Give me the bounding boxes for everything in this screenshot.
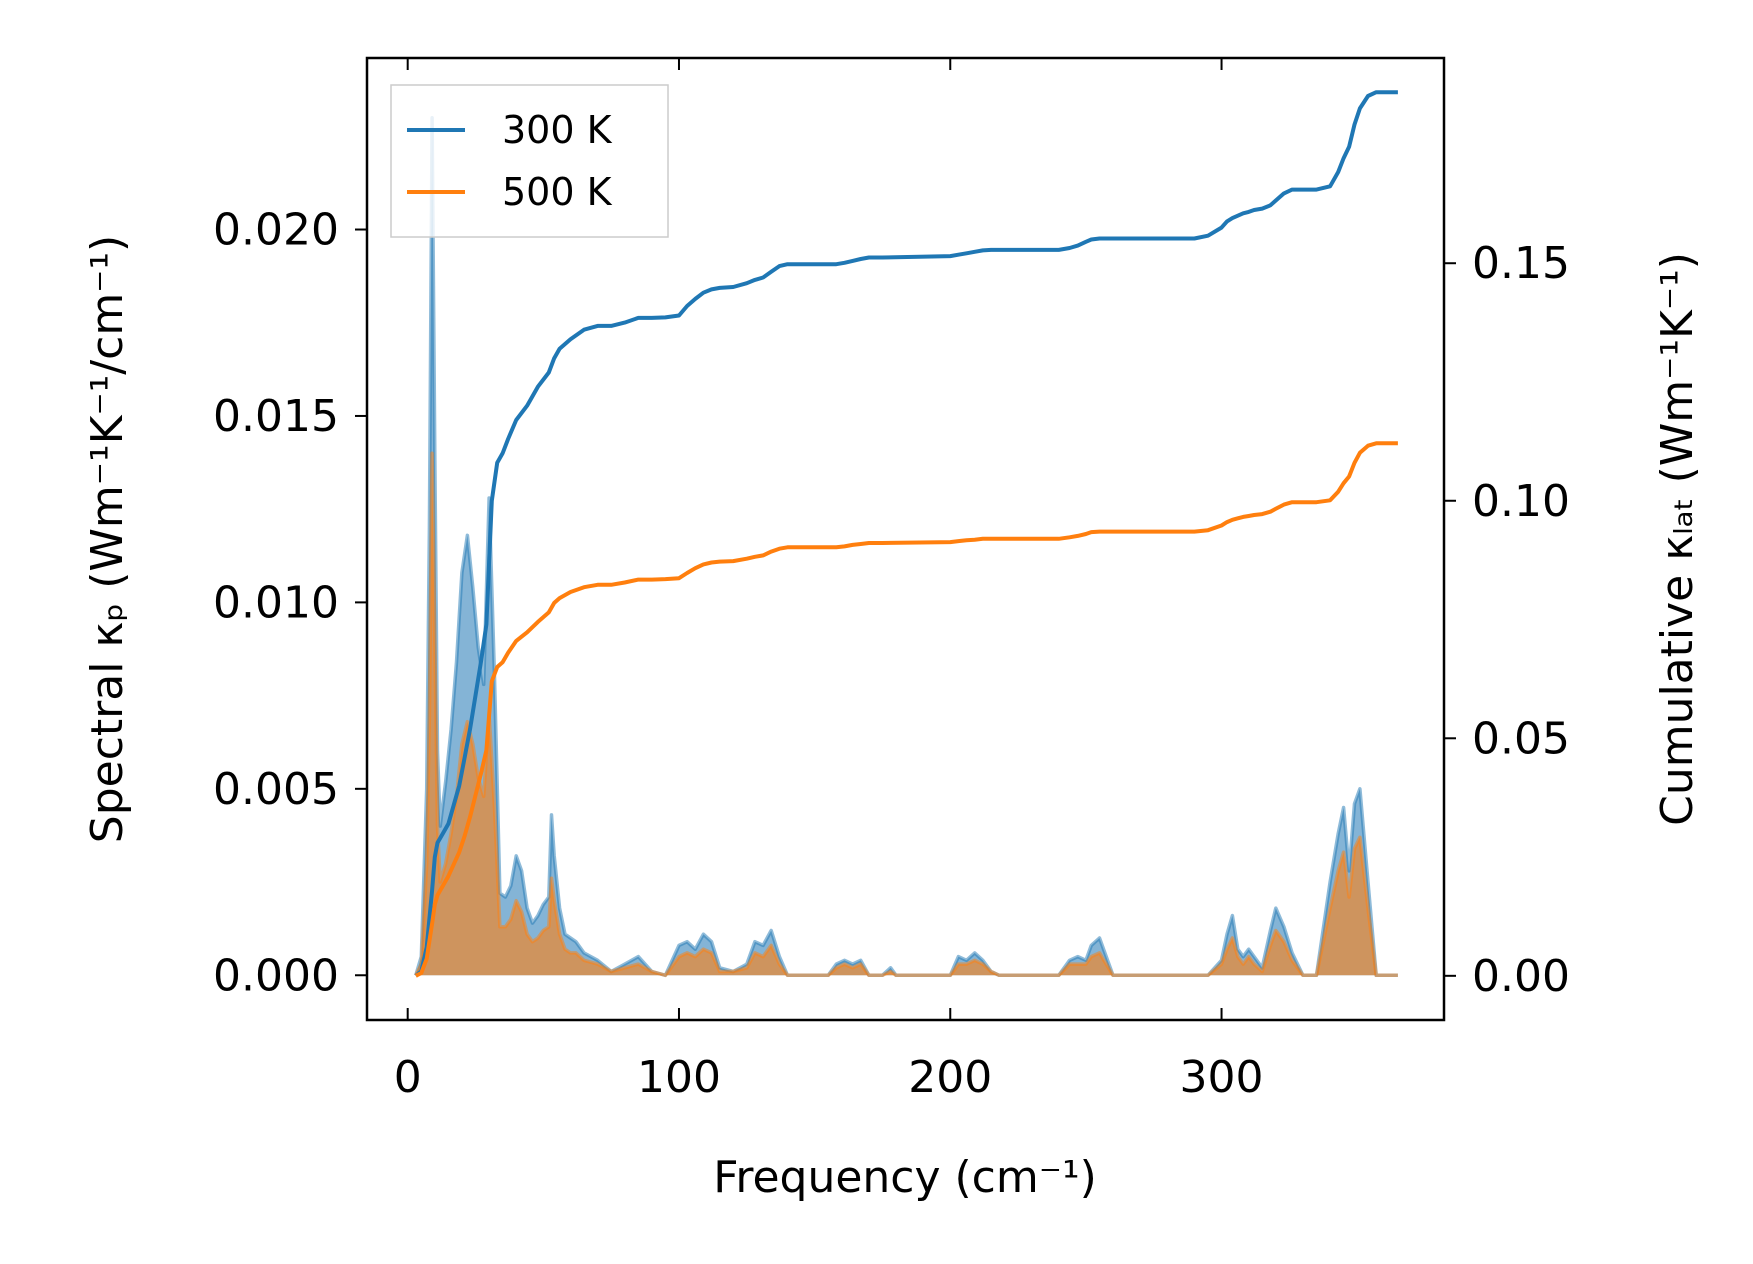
- y-left-tick-label: 0.000: [213, 950, 339, 1001]
- legend-label-500k: 500 K: [502, 170, 613, 214]
- x-tick-label: 100: [637, 1052, 721, 1103]
- cumulative-line-500k: [414, 441, 1398, 978]
- y-left-tick-label: 0.005: [213, 764, 339, 815]
- x-tick-label: 200: [908, 1052, 992, 1103]
- legend: 300 K 500 K: [390, 84, 669, 238]
- y-left-tick-label: 0.015: [213, 391, 339, 442]
- y-right-tick-label: 0.10: [1472, 476, 1570, 527]
- legend-frame: [390, 84, 669, 238]
- ticks-layer: 0 100 200 300 0.000 0.005 0.010 0.015 0.020 0.00 0…: [213, 58, 1570, 1103]
- y-right-tick-label: 0.05: [1472, 713, 1570, 764]
- y-axis-right-title: Cumulative κₗₐₜ (Wm⁻¹K⁻¹): [1652, 252, 1703, 826]
- y-left-tick-label: 0.020: [213, 205, 339, 256]
- spectral-fill-300k: [415, 117, 1398, 976]
- y-left-tick-label: 0.010: [213, 577, 339, 628]
- spectral-outline-300k: [414, 115, 1398, 978]
- legend-label-300k: 300 K: [502, 108, 613, 152]
- fills-layer: [414, 115, 1398, 978]
- y-right-tick-label: 0.00: [1472, 951, 1570, 1002]
- x-tick-label: 300: [1180, 1052, 1264, 1103]
- cumulative-lines-layer: [414, 90, 1398, 978]
- plot-frame: [365, 56, 1446, 1022]
- y-axis-left-title: Spectral κₚ (Wm⁻¹K⁻¹/cm⁻¹): [82, 235, 133, 843]
- spectral-outline-500k: [414, 451, 1398, 978]
- spectral-fill-500k: [415, 453, 1398, 976]
- x-tick-label: 0: [394, 1052, 422, 1103]
- x-axis-title: Frequency (cm⁻¹): [713, 1152, 1097, 1203]
- cumulative-line-300k: [414, 90, 1398, 978]
- y-right-tick-label: 0.15: [1472, 238, 1570, 289]
